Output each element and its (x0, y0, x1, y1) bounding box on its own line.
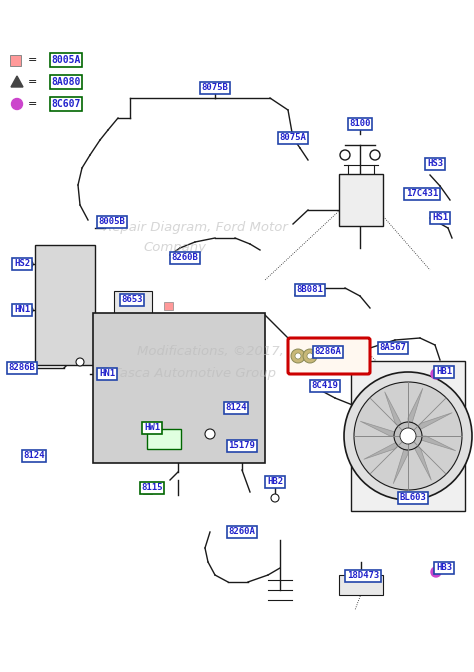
Text: Tasca Automotive Group: Tasca Automotive Group (113, 368, 276, 380)
Text: 8653: 8653 (121, 296, 143, 304)
Polygon shape (408, 413, 452, 436)
Polygon shape (408, 388, 423, 436)
Text: BL603: BL603 (400, 493, 427, 503)
FancyBboxPatch shape (143, 486, 152, 495)
Circle shape (370, 150, 380, 160)
Circle shape (295, 353, 301, 359)
Circle shape (431, 567, 441, 577)
Text: 8075A: 8075A (280, 134, 306, 142)
Circle shape (205, 429, 215, 439)
FancyBboxPatch shape (339, 575, 383, 595)
FancyBboxPatch shape (114, 291, 152, 317)
Circle shape (11, 99, 22, 110)
FancyBboxPatch shape (93, 313, 265, 463)
Text: 8005B: 8005B (99, 218, 126, 226)
Text: Company: Company (144, 241, 207, 255)
Circle shape (25, 306, 33, 314)
Circle shape (291, 349, 305, 363)
FancyBboxPatch shape (288, 338, 370, 374)
FancyBboxPatch shape (147, 429, 181, 449)
Text: HN1: HN1 (14, 306, 30, 314)
Text: HB2: HB2 (267, 478, 283, 487)
Polygon shape (355, 120, 365, 128)
Text: 8075B: 8075B (201, 83, 228, 93)
FancyBboxPatch shape (35, 245, 95, 365)
Text: Repair Diagram, Ford Motor: Repair Diagram, Ford Motor (102, 222, 287, 235)
Circle shape (400, 428, 416, 444)
Text: 8100: 8100 (349, 120, 371, 128)
Circle shape (431, 369, 441, 379)
Text: 8C419: 8C419 (311, 382, 338, 390)
Text: HB3: HB3 (436, 564, 452, 573)
Text: HN1: HN1 (99, 370, 115, 378)
Text: 8C607: 8C607 (51, 99, 81, 109)
Text: 8A080: 8A080 (51, 77, 81, 87)
Polygon shape (11, 76, 23, 87)
Text: 8124: 8124 (225, 403, 247, 413)
Polygon shape (408, 436, 456, 451)
Text: 8286B: 8286B (9, 364, 36, 372)
Text: =: = (28, 55, 41, 65)
Text: Modifications, ©2017,: Modifications, ©2017, (137, 345, 283, 358)
Circle shape (307, 353, 313, 359)
Text: 8124: 8124 (23, 452, 45, 460)
Text: HS3: HS3 (427, 159, 443, 169)
Text: 8115: 8115 (141, 483, 163, 493)
Text: =: = (28, 77, 41, 87)
Text: 8260B: 8260B (172, 253, 199, 263)
Text: 15179: 15179 (228, 442, 255, 450)
Text: 8286A: 8286A (315, 347, 341, 357)
Text: 8B081: 8B081 (297, 286, 323, 294)
FancyBboxPatch shape (164, 302, 173, 310)
Text: 8005A: 8005A (51, 55, 81, 65)
Circle shape (271, 494, 279, 502)
Circle shape (401, 493, 411, 503)
Circle shape (303, 349, 317, 363)
FancyBboxPatch shape (339, 174, 383, 226)
Polygon shape (364, 436, 408, 460)
Text: HW1: HW1 (144, 423, 160, 433)
Circle shape (344, 372, 472, 500)
Text: 8A567: 8A567 (380, 343, 406, 353)
Text: 17C431: 17C431 (406, 190, 438, 198)
Polygon shape (393, 436, 408, 484)
Polygon shape (360, 421, 408, 436)
FancyBboxPatch shape (10, 54, 21, 65)
Text: HS1: HS1 (432, 214, 448, 222)
Polygon shape (408, 436, 431, 480)
Text: 18D473: 18D473 (347, 571, 379, 581)
Polygon shape (385, 392, 408, 436)
Circle shape (354, 382, 462, 490)
Text: 8260A: 8260A (228, 528, 255, 536)
Circle shape (25, 260, 33, 268)
Text: HS2: HS2 (14, 259, 30, 269)
Circle shape (76, 358, 84, 366)
Text: =: = (28, 99, 41, 109)
Circle shape (394, 422, 422, 450)
Circle shape (340, 150, 350, 160)
FancyBboxPatch shape (351, 361, 465, 511)
Text: HB1: HB1 (436, 368, 452, 376)
